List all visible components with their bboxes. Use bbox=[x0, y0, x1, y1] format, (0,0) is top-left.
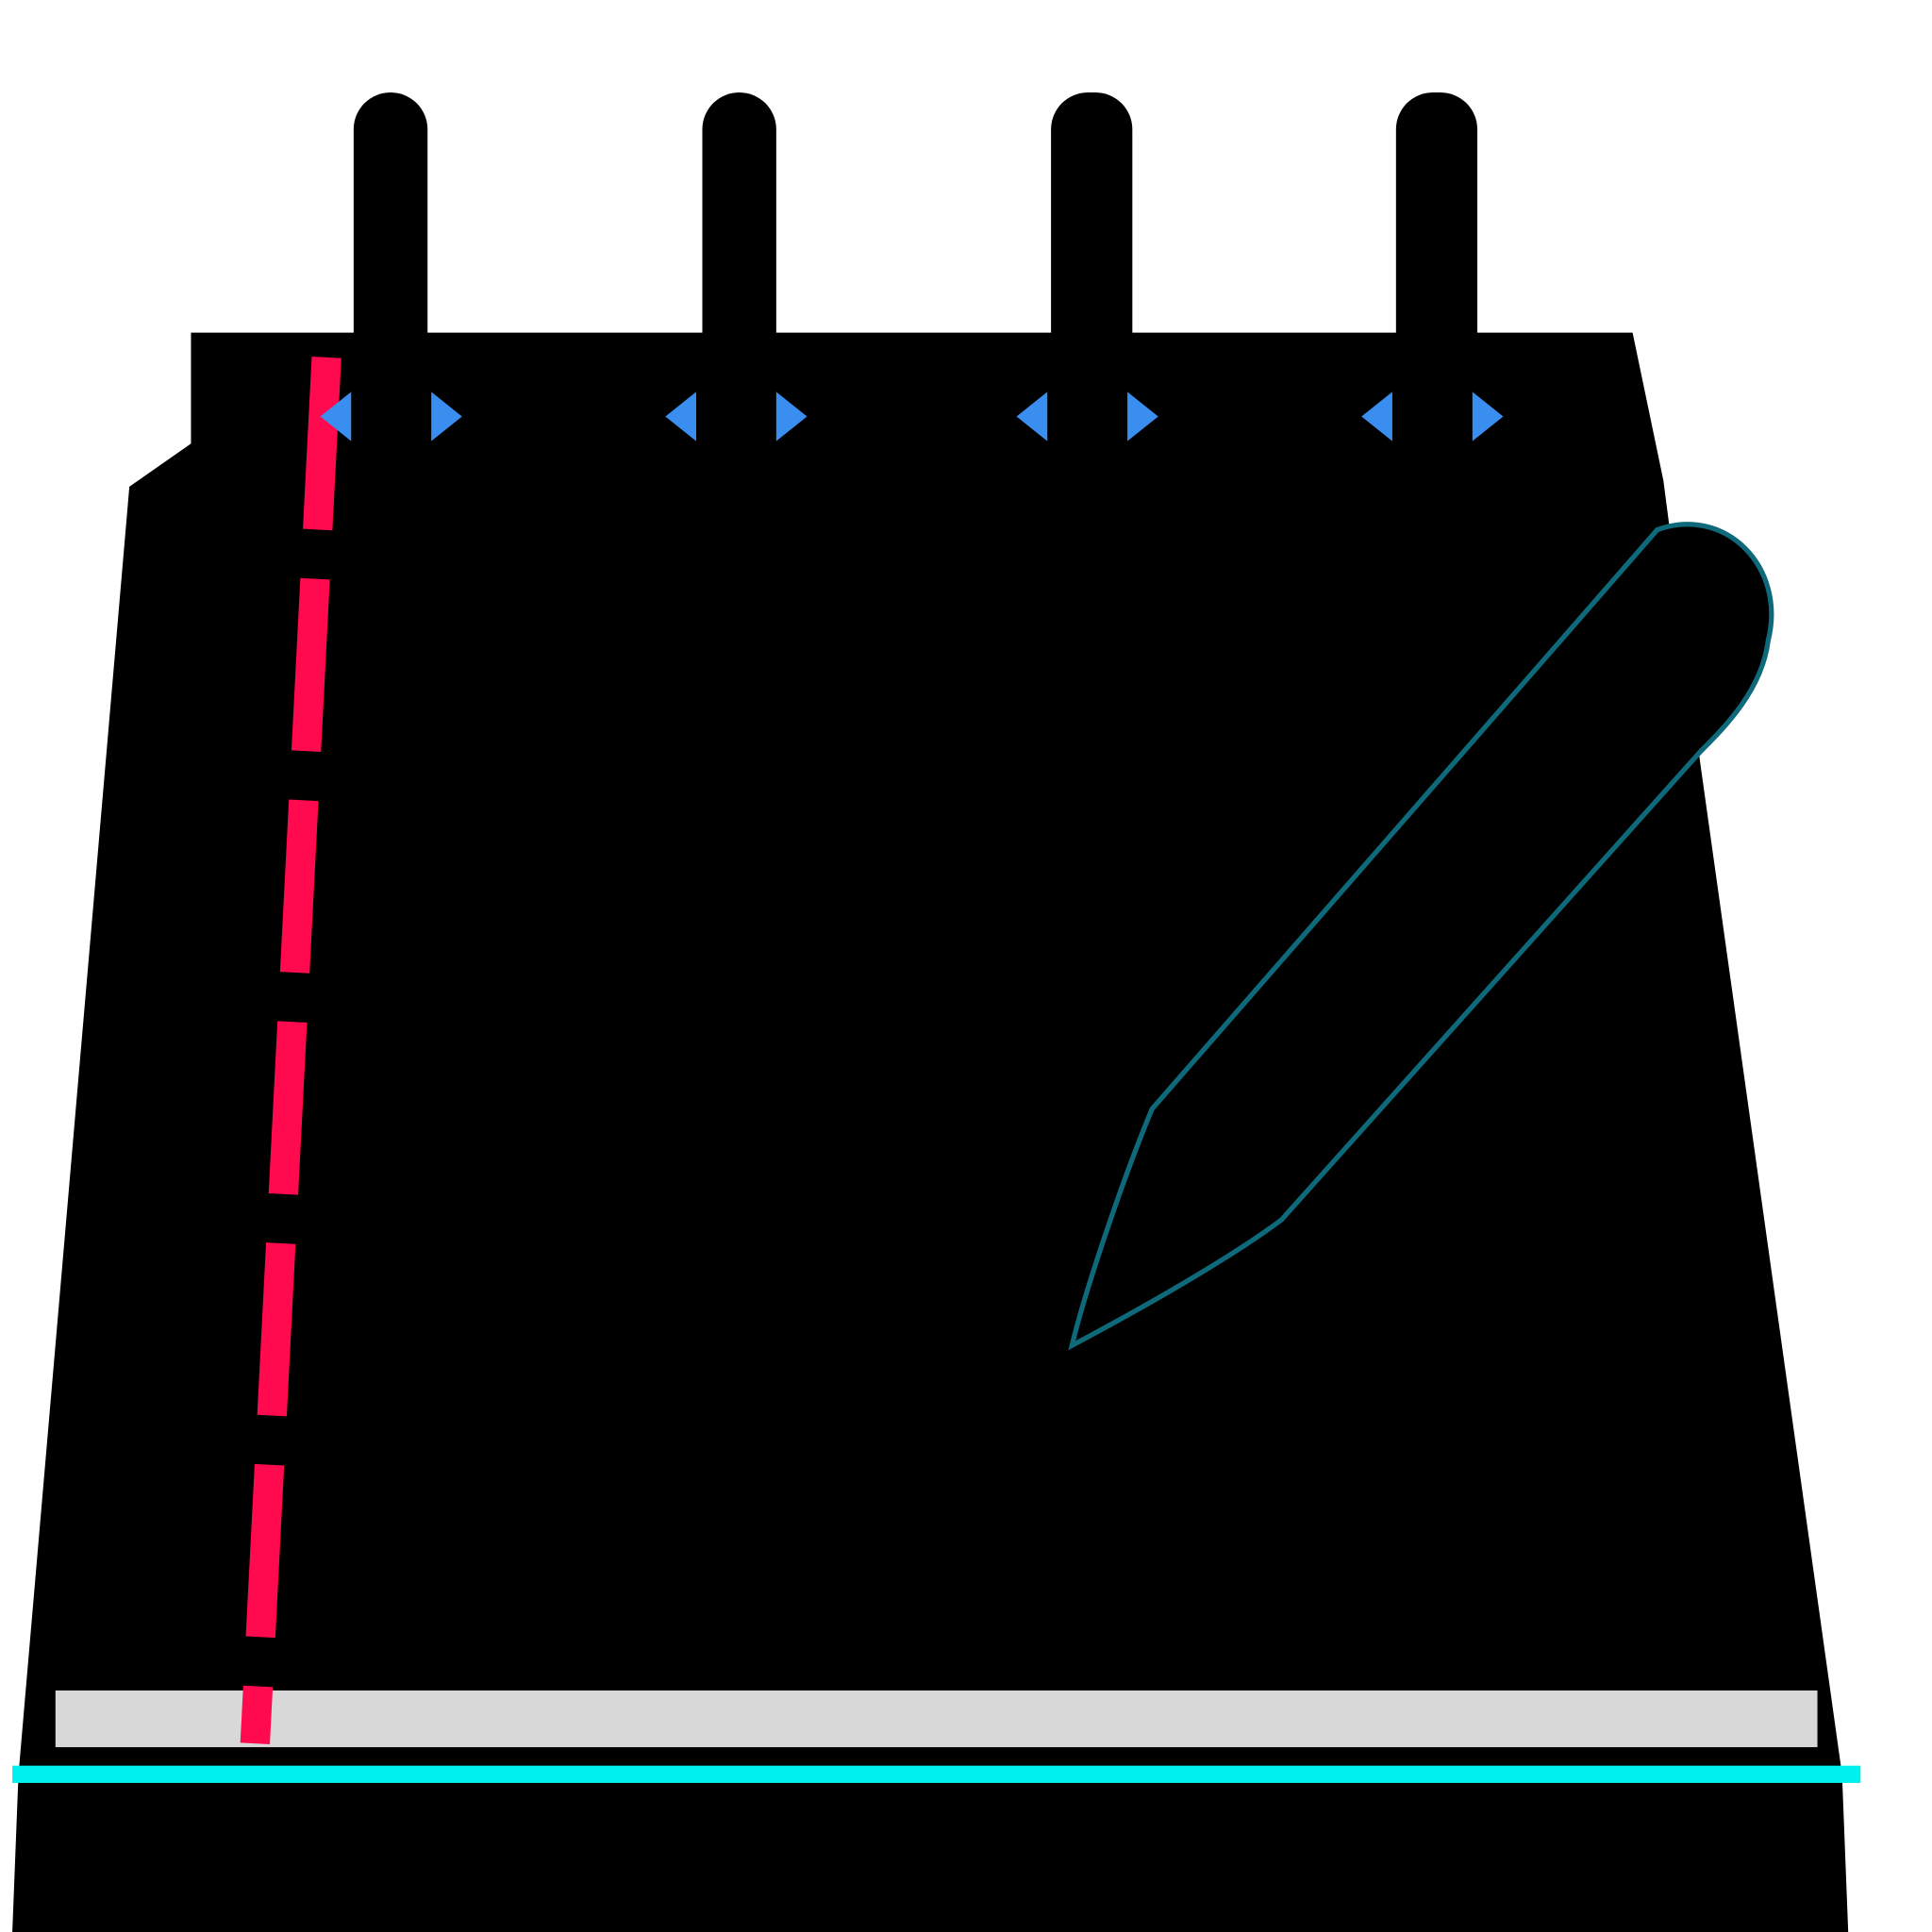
ring-2 bbox=[702, 92, 776, 376]
spiral-rings bbox=[353, 92, 1478, 376]
base-line bbox=[12, 1765, 1861, 1783]
page-edge bbox=[55, 1690, 1818, 1748]
margin-line bbox=[240, 356, 341, 1744]
ring-holes bbox=[320, 391, 1504, 441]
ring-1 bbox=[353, 92, 428, 376]
pen-icon bbox=[1068, 522, 1774, 1351]
ring-4 bbox=[1395, 92, 1478, 376]
notepad-body bbox=[12, 332, 1849, 1932]
ring-3 bbox=[1051, 92, 1133, 376]
